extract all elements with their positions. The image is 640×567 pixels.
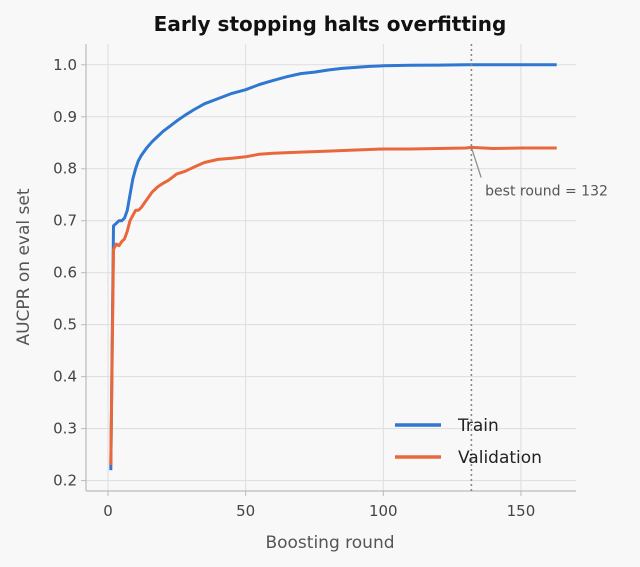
chart-title: Early stopping halts overfitting <box>154 12 507 36</box>
legend: Train Validation <box>395 416 542 468</box>
x-tick-label: 50 <box>236 502 255 520</box>
annotations: best round = 132 <box>470 44 608 491</box>
axes: 0 50 100 150 0.2 0.3 0.4 0.5 0.6 0.7 0.8 0.9 1.0 <box>53 44 576 520</box>
annotation-arrow <box>470 147 482 178</box>
annotation-text: best round = 132 <box>485 184 608 200</box>
legend-label-validation: Validation <box>458 448 542 468</box>
y-tick-label: 0.7 <box>53 212 77 230</box>
x-tick-label: 100 <box>369 502 398 520</box>
series-line-train <box>109 63 557 471</box>
series-line-validation <box>109 145 557 466</box>
y-axis-label: AUCPR on eval set <box>14 188 34 345</box>
y-tick-label: 0.9 <box>53 108 77 126</box>
y-tick-label: 1.0 <box>53 56 77 74</box>
y-tick-label: 0.5 <box>53 316 77 334</box>
x-axis-label: Boosting round <box>265 533 394 553</box>
y-tick-label: 0.3 <box>53 420 77 438</box>
x-tick-label: 150 <box>507 502 536 520</box>
x-tick-label: 0 <box>103 502 113 520</box>
y-tick-label: 0.8 <box>53 160 77 178</box>
y-tick-label: 0.2 <box>53 472 77 490</box>
grid <box>86 44 576 491</box>
y-tick-label: 0.6 <box>53 264 77 282</box>
y-tick-label: 0.4 <box>53 368 77 386</box>
plot-area <box>109 63 557 471</box>
legend-label-train: Train <box>457 416 499 436</box>
